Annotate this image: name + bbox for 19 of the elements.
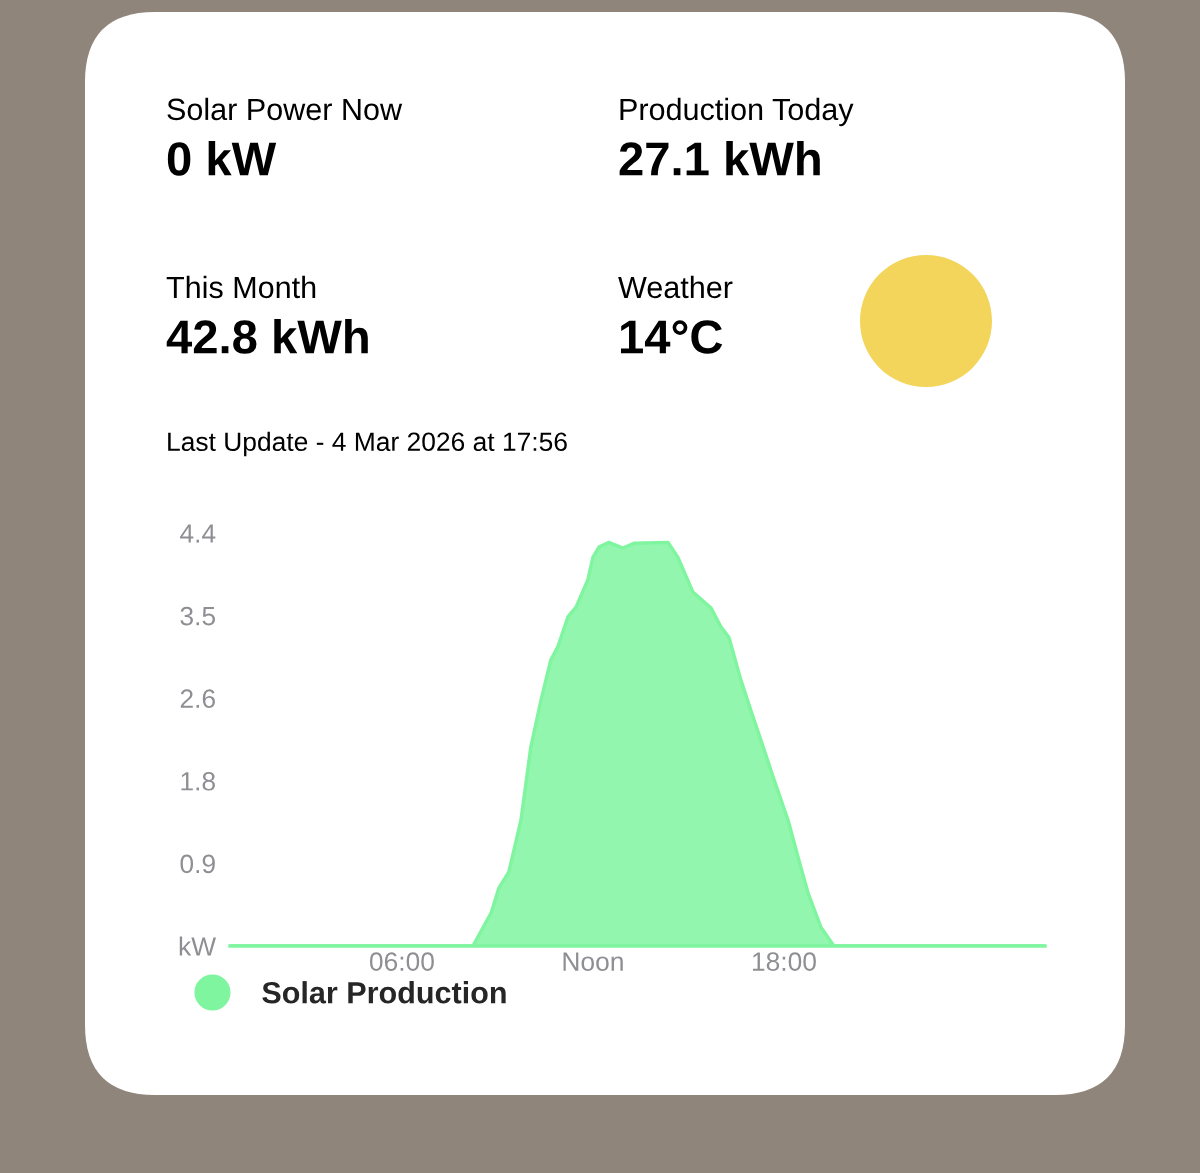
x-tick-label: 06:00 — [369, 952, 434, 971]
text: Production Today — [620, 97, 854, 127]
text: Solar Power Now — [167, 97, 403, 121]
y-tick-label: 2.6 — [180, 689, 215, 709]
text: This Month — [166, 275, 316, 299]
text: 14°C — [620, 320, 723, 354]
y-tick-label: 0.9 — [180, 854, 215, 874]
text: 0 kW — [167, 140, 277, 176]
text: Weather — [618, 275, 733, 299]
text: 27.1 kWh — [619, 140, 820, 176]
x-tick-label: Noon — [563, 952, 623, 971]
chart-subtitle: Last Update - 4 Mar 2026 at 17:56 — [168, 431, 567, 457]
y-tick-label: 4.4 — [180, 524, 216, 543]
x-tick-label: 18:00 — [752, 952, 816, 971]
y-tick-label: 3.5 — [180, 606, 216, 626]
text: 42.8 kWh — [166, 318, 368, 354]
legend-label: Solar Production — [262, 981, 506, 1004]
y-tick-label: kW — [179, 936, 217, 956]
y-tick-label: 1.8 — [181, 771, 215, 791]
